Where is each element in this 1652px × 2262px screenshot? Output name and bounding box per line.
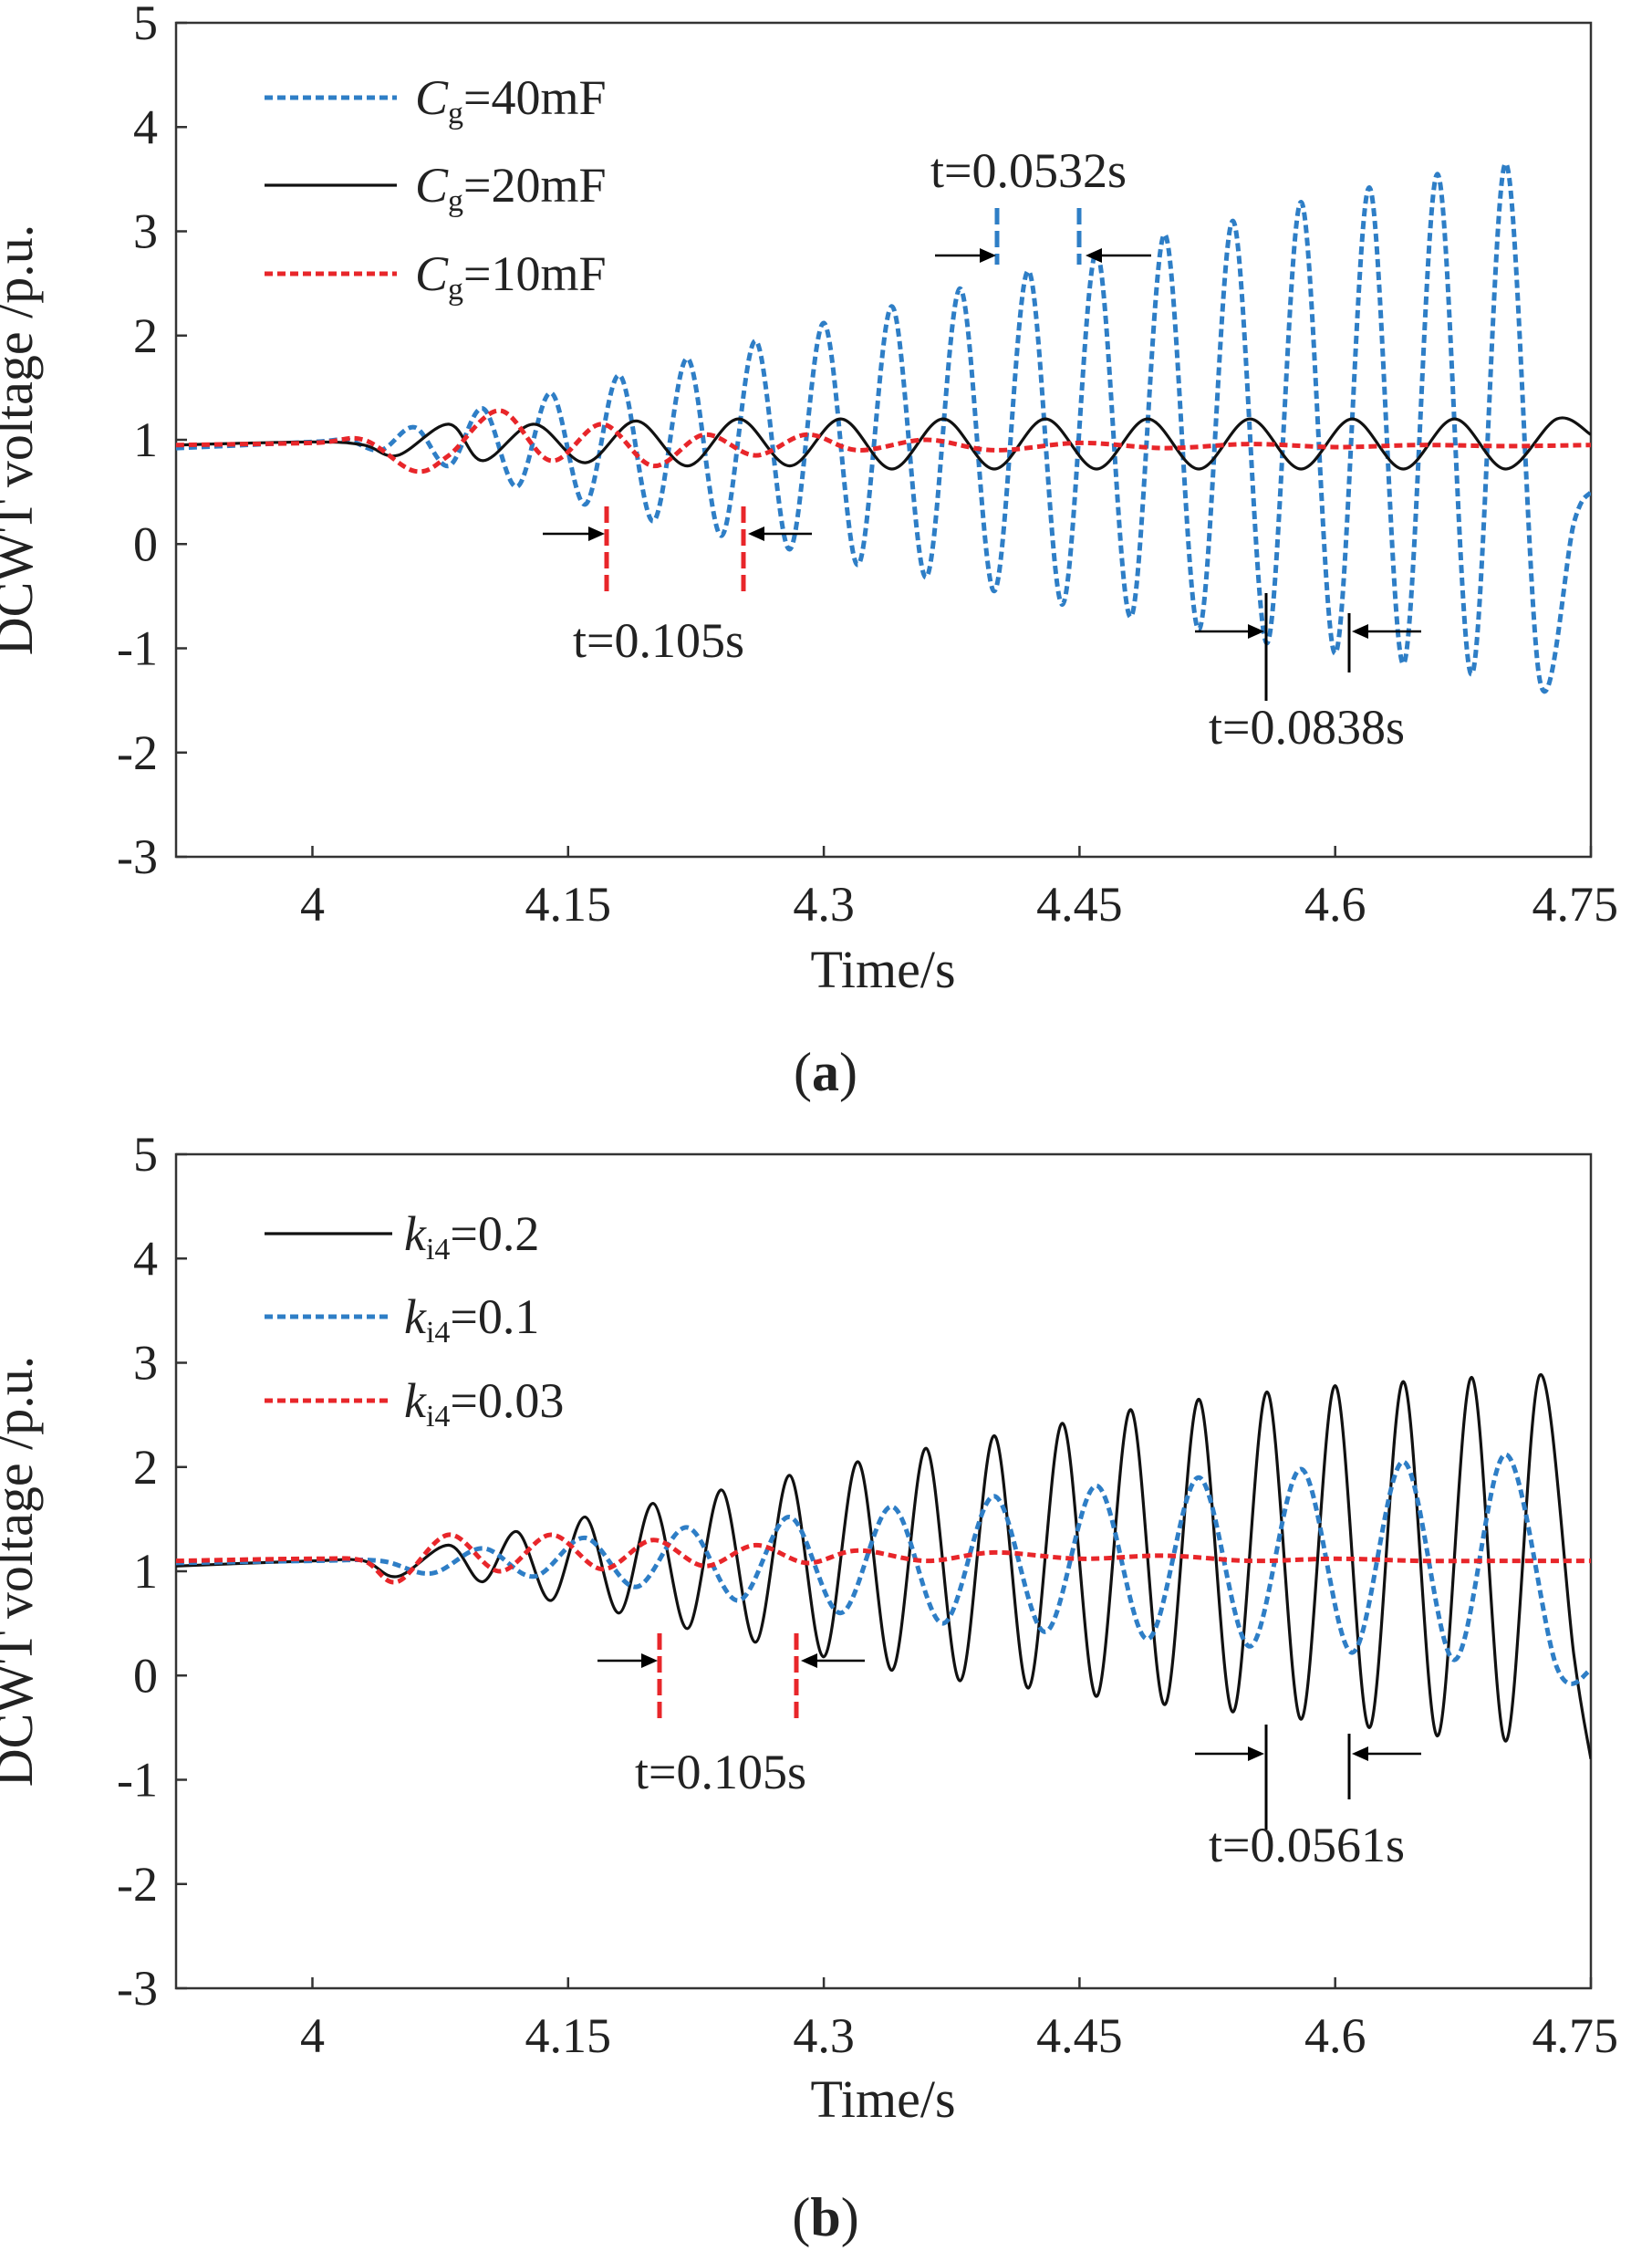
y-tick-label: 5 bbox=[133, 1127, 158, 1182]
y-axis-label: DCWT voltage /p.u. bbox=[0, 1356, 44, 1788]
period-annotation: t=0.0532s bbox=[930, 143, 1151, 265]
annotation-text: t=0.0561s bbox=[1209, 1818, 1405, 1872]
legend-label: Cg=10mF bbox=[415, 246, 607, 307]
x-tick-label: 4.15 bbox=[525, 877, 612, 932]
legend-label: ki4=0.03 bbox=[404, 1373, 564, 1433]
legend-label: ki4=0.2 bbox=[404, 1206, 539, 1267]
arrow-left-head bbox=[1352, 624, 1368, 639]
arrow-left-head bbox=[1352, 1746, 1368, 1761]
panel-caption: (b) bbox=[792, 2187, 858, 2247]
legend-label: Cg=20mF bbox=[415, 158, 607, 218]
y-axis-ticks: 5 4 3 2 1 0 -1 -2 -3 bbox=[117, 0, 187, 884]
series-layer bbox=[176, 161, 1591, 693]
x-tick-label: 4.15 bbox=[525, 2008, 612, 2063]
chart-panel-a: 5 4 3 2 1 0 -1 -2 -3 4 4.15 4.3 4.45 4.6 4.75 DCWT vo… bbox=[0, 0, 1618, 1102]
y-tick-label: 3 bbox=[133, 204, 158, 259]
x-tick-label: 4.75 bbox=[1533, 2008, 1619, 2063]
y-tick-label: 0 bbox=[133, 1648, 158, 1703]
arrow-left-head bbox=[1086, 248, 1102, 263]
y-tick-label: -1 bbox=[117, 621, 158, 676]
period-annotation: t=0.105s bbox=[597, 1633, 865, 1799]
y-tick-label: 1 bbox=[133, 1544, 158, 1599]
y-tick-label: -3 bbox=[117, 1961, 158, 2016]
y-tick-label: 5 bbox=[133, 0, 158, 50]
x-axis-label: Time/s bbox=[810, 2069, 955, 2129]
series-line bbox=[176, 1532, 1591, 1585]
series-line bbox=[176, 1373, 1591, 1759]
x-tick-label: 4.45 bbox=[1036, 877, 1123, 932]
arrow-left-head bbox=[748, 526, 764, 541]
arrow-right-head bbox=[980, 248, 996, 263]
x-tick-label: 4.45 bbox=[1036, 2008, 1123, 2063]
chart-panel-b: 5 4 3 2 1 0 -1 -2 -3 4 4.15 4.3 4.45 4.6 4.75 DCWT vo… bbox=[0, 1127, 1618, 2247]
annotation-text: t=0.105s bbox=[573, 613, 744, 668]
x-tick-label: 4.75 bbox=[1533, 877, 1619, 932]
y-tick-label: -3 bbox=[117, 829, 158, 884]
legend-label: Cg=40mF bbox=[415, 70, 607, 130]
y-axis-ticks: 5 4 3 2 1 0 -1 -2 -3 bbox=[117, 1127, 187, 2016]
y-tick-label: 2 bbox=[133, 1440, 158, 1495]
annotation-text: t=0.105s bbox=[635, 1745, 806, 1799]
y-axis-label: DCWT voltage /p.u. bbox=[0, 224, 44, 656]
x-tick-label: 4.6 bbox=[1304, 877, 1366, 932]
arrow-right-head bbox=[641, 1653, 658, 1668]
y-tick-label: -1 bbox=[117, 1753, 158, 1808]
series-line bbox=[176, 408, 1591, 474]
panel-caption: (a) bbox=[794, 1042, 857, 1102]
annotation-text: t=0.0838s bbox=[1209, 700, 1405, 755]
x-tick-label: 4.6 bbox=[1304, 2008, 1366, 2063]
period-annotation: t=0.0838s bbox=[1195, 593, 1421, 755]
y-tick-label: -2 bbox=[117, 1857, 158, 1912]
x-axis-ticks: 4 4.15 4.3 4.45 4.6 4.75 bbox=[300, 1977, 1618, 2063]
legend: ki4=0.2 ki4=0.1 ki4=0.03 bbox=[265, 1206, 564, 1433]
x-tick-label: 4.3 bbox=[793, 2008, 855, 2063]
y-tick-label: 4 bbox=[133, 1231, 158, 1286]
y-tick-label: 0 bbox=[133, 516, 158, 571]
arrow-right-head bbox=[588, 526, 605, 541]
x-tick-label: 4 bbox=[300, 877, 325, 932]
period-annotation: t=0.105s bbox=[543, 506, 812, 668]
y-tick-label: -2 bbox=[117, 725, 158, 780]
period-annotation: t=0.0561s bbox=[1195, 1725, 1421, 1872]
y-tick-label: 2 bbox=[133, 308, 158, 363]
arrow-right-head bbox=[1248, 1746, 1264, 1761]
x-tick-label: 4 bbox=[300, 2008, 325, 2063]
y-tick-label: 1 bbox=[133, 412, 158, 467]
y-tick-label: 4 bbox=[133, 99, 158, 154]
y-tick-label: 3 bbox=[133, 1336, 158, 1391]
x-axis-label: Time/s bbox=[810, 940, 955, 999]
arrow-left-head bbox=[801, 1653, 817, 1668]
legend-label: ki4=0.1 bbox=[404, 1289, 539, 1350]
series-line bbox=[176, 161, 1591, 693]
series-layer bbox=[176, 1373, 1591, 1759]
legend: Cg=40mF Cg=20mF Cg=10mF bbox=[265, 70, 607, 307]
series-line bbox=[176, 1452, 1591, 1686]
x-axis-ticks: 4 4.15 4.3 4.45 4.6 4.75 bbox=[300, 846, 1618, 932]
annotation-text: t=0.0532s bbox=[930, 143, 1127, 198]
x-tick-label: 4.3 bbox=[793, 877, 855, 932]
series-line bbox=[176, 416, 1591, 471]
arrow-right-head bbox=[1248, 624, 1264, 639]
